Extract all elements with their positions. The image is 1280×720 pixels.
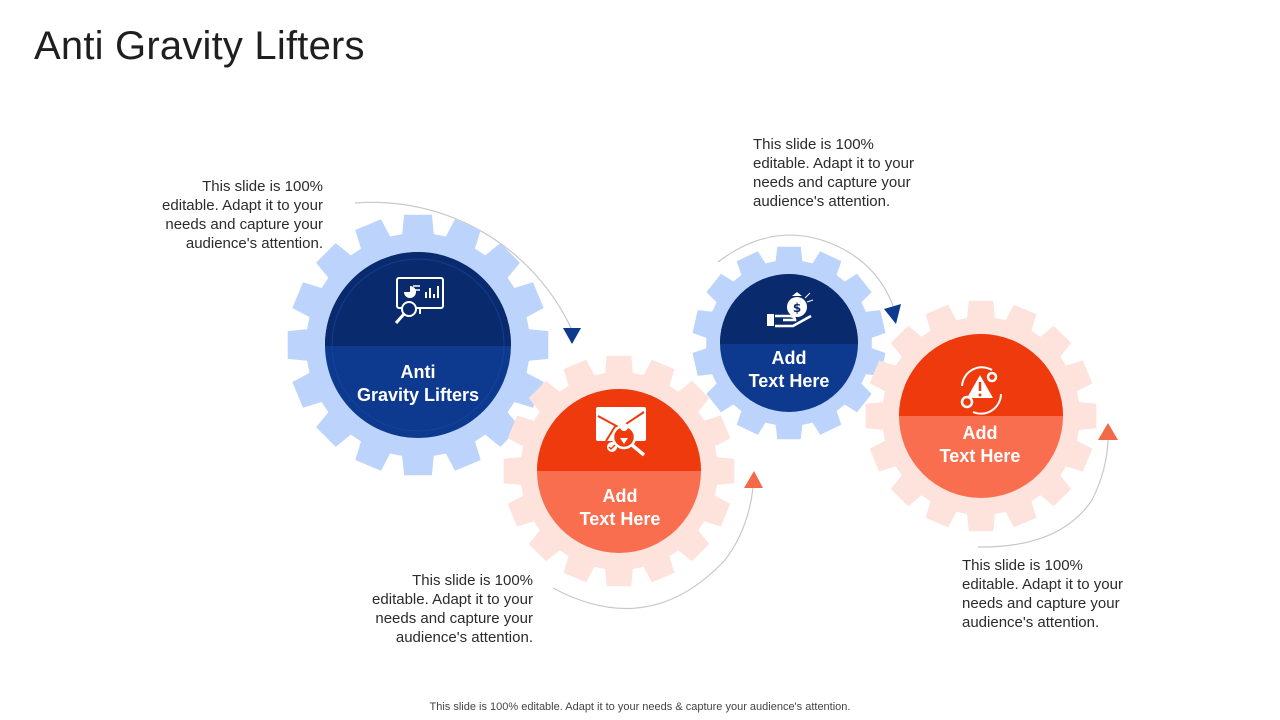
page-title: Anti Gravity Lifters	[34, 24, 365, 68]
gear-label-3: Add Text Here	[748, 348, 830, 391]
gear-label-1: Anti Gravity Lifters	[356, 362, 480, 405]
hand-money-bag-icon: $	[767, 292, 814, 328]
gear-center-1	[325, 252, 511, 438]
step-description-1: This slide is 100% editable. Adapt it to…	[162, 178, 323, 252]
arrowhead-1	[563, 328, 581, 344]
gear-label-4: Add Text Here	[939, 423, 1021, 466]
step-description-2: This slide is 100% editable. Adapt it to…	[372, 572, 533, 646]
presentation-magnifier-icon	[394, 277, 444, 324]
arrowhead-3	[884, 304, 901, 324]
svg-text:$: $	[793, 301, 801, 315]
connector-arc-1	[354, 201, 573, 331]
footer-note: This slide is 100% editable. Adapt it to…	[429, 701, 851, 713]
gear-label-2: Add Text Here	[579, 486, 661, 529]
map-location-search-icon	[596, 407, 646, 457]
gear-center-4	[899, 334, 1063, 498]
connector-arc-3	[717, 234, 894, 307]
arrowhead-2	[744, 471, 763, 488]
arrowhead-4	[1098, 423, 1118, 440]
warning-gears-icon	[960, 366, 1002, 415]
connector-arc-2	[552, 487, 754, 610]
step-description-3: This slide is 100% editable. Adapt it to…	[753, 136, 914, 210]
step-description-4: This slide is 100% editable. Adapt it to…	[962, 557, 1123, 631]
connector-arc-4	[977, 439, 1109, 548]
